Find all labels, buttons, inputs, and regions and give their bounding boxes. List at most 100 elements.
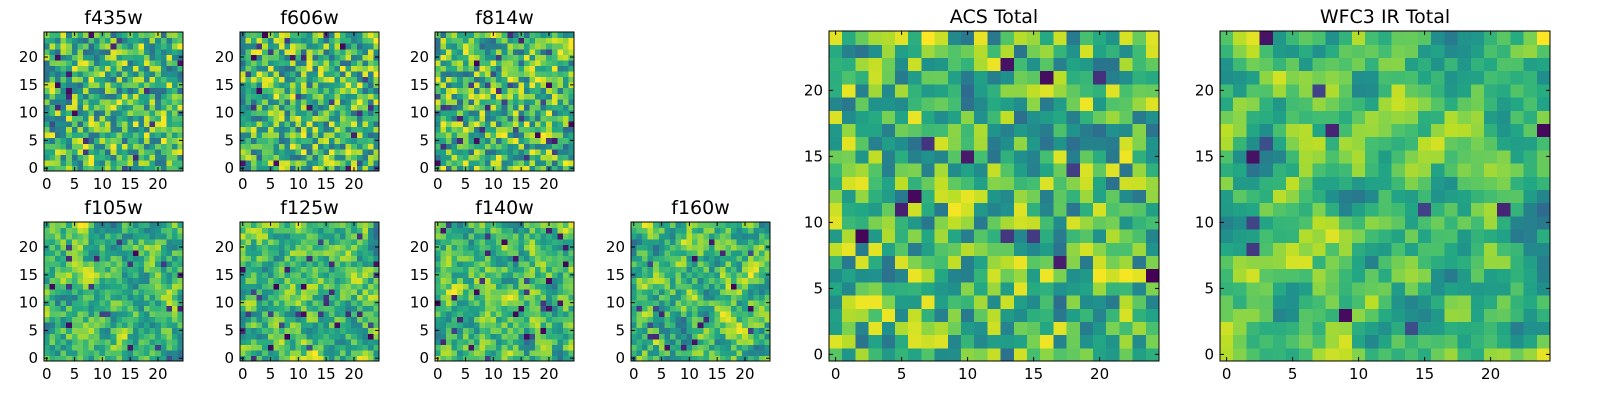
heatmap-cell xyxy=(171,59,179,66)
heatmap-cell xyxy=(99,104,106,111)
heatmap-cell xyxy=(703,272,710,279)
heatmap-cell xyxy=(351,48,358,55)
heatmap-cell xyxy=(177,120,184,128)
heatmap-cell xyxy=(88,159,95,167)
heatmap-cell xyxy=(518,59,525,66)
heatmap-cell xyxy=(367,355,375,362)
heatmap-cell xyxy=(278,222,286,229)
heatmap-cell xyxy=(295,104,302,111)
heatmap-cell xyxy=(934,255,949,270)
heatmap-cell xyxy=(546,255,553,262)
heatmap-cell xyxy=(535,249,542,256)
heatmap-cell xyxy=(731,244,738,251)
heatmap-cell xyxy=(457,244,464,251)
heatmap-cell xyxy=(149,65,156,72)
heatmap-cell xyxy=(278,305,286,312)
heatmap-cell xyxy=(290,322,297,329)
heatmap-cell xyxy=(557,54,564,61)
heatmap-cell xyxy=(731,310,738,318)
heatmap-cell xyxy=(278,249,286,256)
heatmap-cell xyxy=(149,277,156,284)
heatmap-cell xyxy=(49,355,56,362)
heatmap-cell xyxy=(753,283,760,290)
heatmap-cell xyxy=(132,76,140,83)
heatmap-cell xyxy=(44,70,51,78)
heatmap-cell xyxy=(328,227,336,234)
heatmap-cell xyxy=(251,70,258,78)
y-tick-label: 20 xyxy=(606,238,625,256)
heatmap-cell xyxy=(251,288,258,295)
heatmap-cell xyxy=(535,255,542,262)
heatmap-cell xyxy=(373,126,380,133)
heatmap-cell xyxy=(144,59,151,66)
heatmap-cell xyxy=(719,266,727,273)
heatmap-cell xyxy=(490,148,497,155)
heatmap-cell xyxy=(446,322,453,329)
heatmap-cell xyxy=(345,272,352,279)
heatmap-cell xyxy=(451,54,458,61)
heatmap-cell xyxy=(731,249,738,256)
heatmap-cell xyxy=(507,43,514,50)
heatmap-cell xyxy=(1013,308,1028,322)
heatmap-cell xyxy=(557,283,564,290)
heatmap-cell xyxy=(568,255,575,262)
heatmap-cell xyxy=(664,355,671,362)
heatmap-cell xyxy=(446,54,453,61)
heatmap-cell xyxy=(323,109,330,116)
heatmap-cell xyxy=(306,32,313,39)
heatmap-cell xyxy=(675,344,682,351)
heatmap-cell xyxy=(317,65,324,72)
heatmap-cell xyxy=(462,143,469,150)
heatmap-cell xyxy=(55,305,62,312)
y-tick-label: 0 xyxy=(419,159,429,177)
heatmap-cell xyxy=(1066,347,1081,362)
heatmap-cell xyxy=(77,87,84,94)
heatmap-cell xyxy=(323,115,330,122)
heatmap-cell xyxy=(149,109,156,116)
heatmap-cell xyxy=(636,355,643,362)
heatmap-cell xyxy=(642,344,649,351)
heatmap-cell xyxy=(535,154,542,161)
heatmap-cell xyxy=(540,238,547,245)
heatmap-cell xyxy=(1053,295,1068,309)
heatmap-cell xyxy=(490,322,497,329)
heatmap-cell xyxy=(77,338,84,345)
heatmap-cell xyxy=(144,82,151,89)
heatmap-cell xyxy=(753,227,760,234)
heatmap-cell xyxy=(719,327,727,334)
heatmap-cell xyxy=(138,277,145,284)
heatmap-cell xyxy=(290,227,297,234)
heatmap-cell xyxy=(340,233,347,240)
heatmap-cell xyxy=(546,294,553,301)
heatmap-cell xyxy=(77,283,84,290)
heatmap-cell xyxy=(868,321,883,336)
heatmap-cell xyxy=(507,299,514,306)
heatmap-cell xyxy=(312,322,319,329)
heatmap-cell xyxy=(171,87,179,94)
heatmap-cell xyxy=(719,272,727,279)
heatmap-cell xyxy=(753,277,760,284)
heatmap-cell xyxy=(323,43,330,50)
heatmap-cell xyxy=(301,65,308,72)
heatmap-cell xyxy=(351,233,358,240)
heatmap-cell xyxy=(457,93,464,100)
heatmap-cell xyxy=(1027,308,1041,322)
heatmap-cell xyxy=(290,266,297,273)
heatmap-cell xyxy=(149,222,156,229)
heatmap-cell xyxy=(301,238,308,245)
heatmap-cell xyxy=(323,120,330,128)
heatmap-cell xyxy=(708,277,715,284)
heatmap-cell xyxy=(742,344,749,351)
heatmap-cell xyxy=(462,294,469,301)
heatmap-cell xyxy=(551,132,558,139)
heatmap-cell xyxy=(328,338,336,345)
heatmap-cell xyxy=(171,104,179,111)
heatmap-cell xyxy=(1132,268,1147,283)
heatmap-cell xyxy=(540,227,547,234)
heatmap-cell xyxy=(758,272,766,279)
heatmap-cell xyxy=(323,70,330,78)
heatmap-cell xyxy=(842,308,856,322)
heatmap-cell xyxy=(653,266,660,273)
heatmap-cell xyxy=(501,143,508,150)
